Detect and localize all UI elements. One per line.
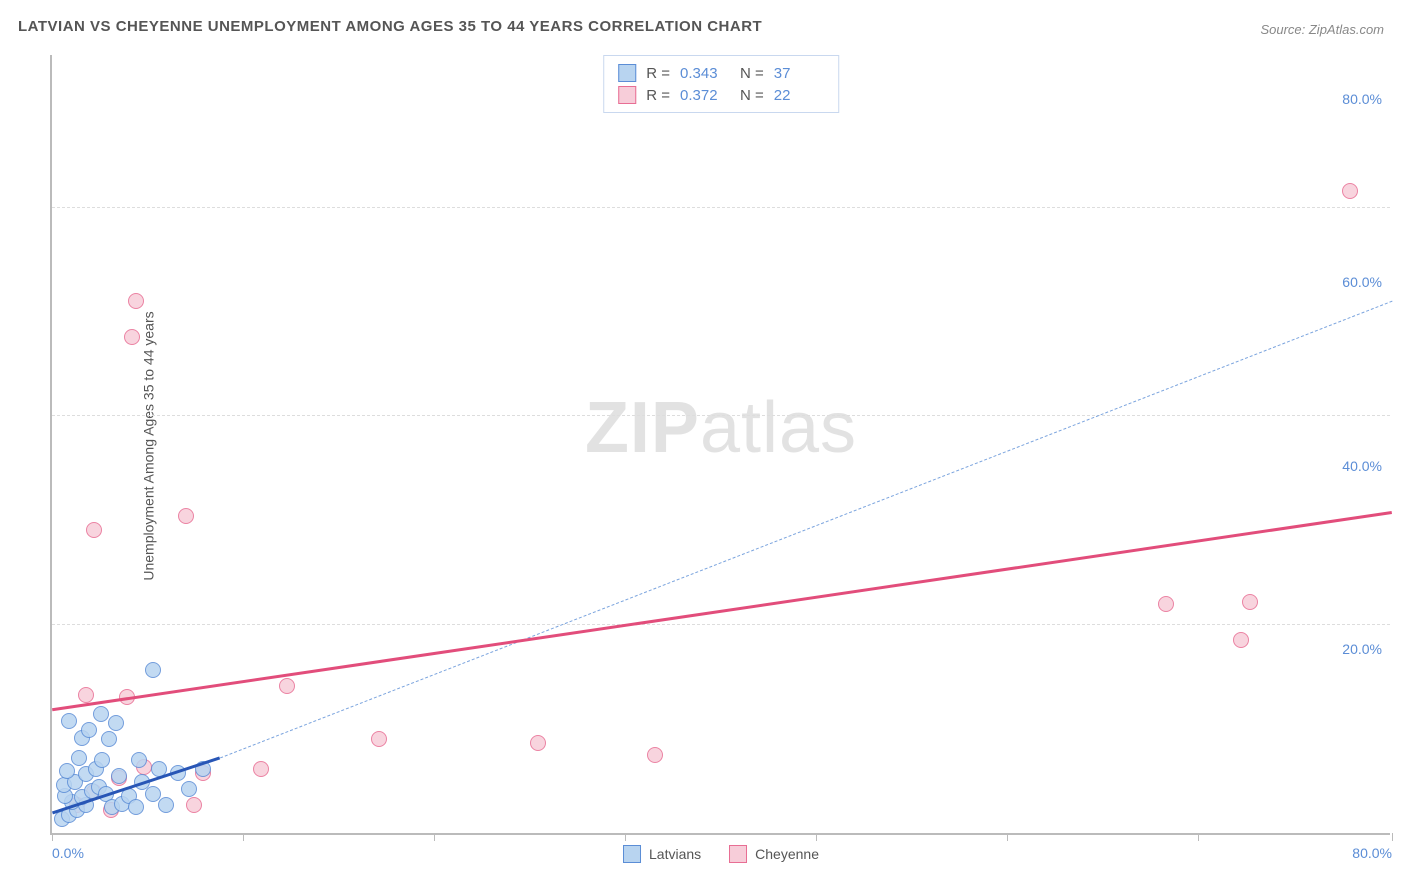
data-point — [78, 687, 94, 703]
x-tick — [1007, 833, 1008, 841]
gridline — [52, 415, 1390, 416]
gridline — [52, 207, 1390, 208]
y-tick-label: 60.0% — [1342, 274, 1382, 290]
stat-row: R = 0.372 N = 22 — [618, 84, 824, 106]
y-tick-label: 20.0% — [1342, 641, 1382, 657]
r-label: R = — [646, 87, 670, 104]
gridline — [52, 624, 1390, 625]
legend-item: Cheyenne — [729, 845, 819, 863]
data-point — [94, 752, 110, 768]
n-label: N = — [740, 87, 764, 104]
y-tick-label: 40.0% — [1342, 458, 1382, 474]
legend-swatch — [618, 64, 636, 82]
legend-item: Latvians — [623, 845, 701, 863]
data-point — [86, 522, 102, 538]
x-tick — [816, 833, 817, 841]
data-point — [1233, 632, 1249, 648]
data-point — [1342, 183, 1358, 199]
data-point — [371, 731, 387, 747]
trend-line — [220, 300, 1393, 758]
data-point — [530, 735, 546, 751]
x-tick — [434, 833, 435, 841]
data-point — [1242, 594, 1258, 610]
data-point — [61, 713, 77, 729]
legend-swatch — [623, 845, 641, 863]
data-point — [93, 706, 109, 722]
x-tick — [625, 833, 626, 841]
chart-title: LATVIAN VS CHEYENNE UNEMPLOYMENT AMONG A… — [18, 18, 762, 35]
data-point — [128, 799, 144, 815]
data-point — [178, 508, 194, 524]
plot-area: ZIPatlas R =0.343N =37R =0.372N =22 Latv… — [50, 55, 1390, 835]
data-point — [279, 678, 295, 694]
data-point — [253, 761, 269, 777]
legend-label: Latvians — [649, 846, 701, 862]
data-point — [71, 750, 87, 766]
data-point — [59, 763, 75, 779]
data-point — [181, 781, 197, 797]
stat-row: R = 0.343 N = 37 — [618, 62, 824, 84]
series-legend: Latvians Cheyenne — [623, 845, 819, 863]
x-tick — [1392, 833, 1393, 841]
data-point — [111, 768, 127, 784]
x-tick-label: 0.0% — [52, 845, 84, 861]
legend-label: Cheyenne — [755, 846, 819, 862]
data-point — [145, 662, 161, 678]
data-point — [131, 752, 147, 768]
x-tick — [243, 833, 244, 841]
r-value: 0.343 — [680, 65, 730, 82]
trend-line — [52, 511, 1392, 711]
data-point — [81, 722, 97, 738]
y-tick-label: 80.0% — [1342, 91, 1382, 107]
data-point — [124, 329, 140, 345]
r-value: 0.372 — [680, 87, 730, 104]
n-value: 22 — [774, 87, 824, 104]
data-point — [1158, 596, 1174, 612]
x-tick — [52, 833, 53, 841]
watermark: ZIPatlas — [585, 387, 857, 469]
n-label: N = — [740, 65, 764, 82]
data-point — [101, 731, 117, 747]
data-point — [145, 786, 161, 802]
data-point — [647, 747, 663, 763]
legend-swatch — [618, 86, 636, 104]
source-attribution: Source: ZipAtlas.com — [1260, 22, 1384, 37]
n-value: 37 — [774, 65, 824, 82]
r-label: R = — [646, 65, 670, 82]
data-point — [186, 797, 202, 813]
legend-swatch — [729, 845, 747, 863]
data-point — [108, 715, 124, 731]
data-point — [128, 293, 144, 309]
x-tick — [1198, 833, 1199, 841]
x-tick-label: 80.0% — [1352, 845, 1392, 861]
stats-legend: R = 0.343 N = 37 R = 0.372 N = 22 — [603, 55, 839, 113]
data-point — [158, 797, 174, 813]
